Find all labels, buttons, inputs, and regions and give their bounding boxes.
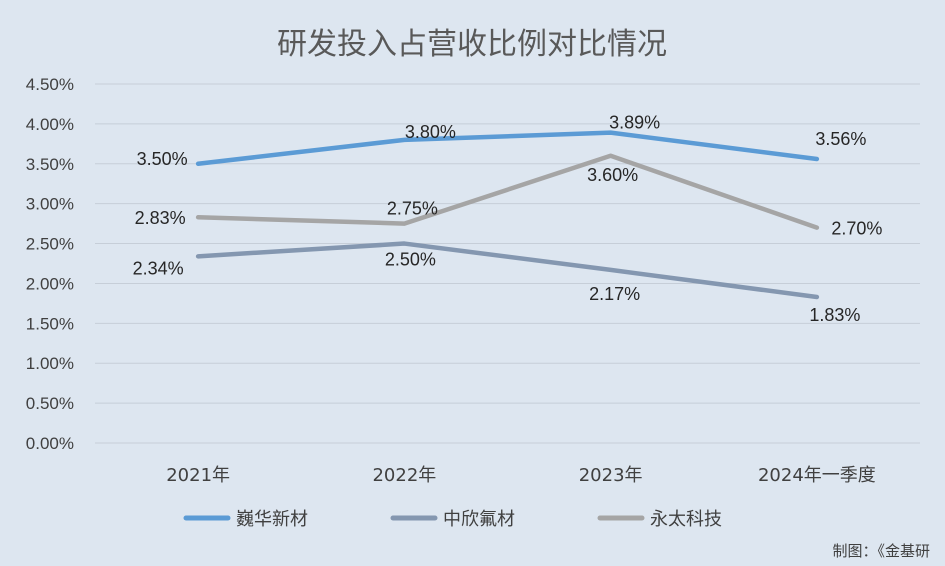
data-label: 2.75%: [387, 199, 438, 219]
series-line-3: [195, 153, 820, 230]
series-line-2: [195, 241, 820, 300]
data-label: 3.50%: [137, 149, 188, 169]
y-tick-label: 4.00%: [26, 115, 74, 134]
credit-text: 制图：《金基研: [832, 542, 930, 560]
y-tick-label: 4.50%: [26, 75, 74, 94]
y-tick-label: 0.00%: [26, 434, 74, 453]
data-label: 1.83%: [809, 305, 860, 325]
data-label: 2.34%: [133, 258, 184, 278]
y-tick-label: 0.50%: [26, 394, 74, 413]
y-tick-label: 1.50%: [26, 314, 74, 333]
legend: 巍华新材 中欣氟材 永太科技: [183, 509, 722, 530]
data-label: 2.50%: [385, 250, 436, 270]
legend-label: 永太科技: [650, 509, 722, 530]
chart-title: 研发投入占营收比例对比情况: [277, 27, 667, 62]
series-layer: [195, 130, 820, 300]
data-label: 3.80%: [405, 122, 456, 142]
y-axis: 0.00% 0.50% 1.00% 1.50% 2.00% 2.50% 3.00% 3.50%…: [26, 75, 74, 453]
x-tick-label: 2023年: [579, 465, 643, 486]
data-label: 2.83%: [135, 208, 186, 228]
data-label: 3.60%: [587, 165, 638, 185]
y-tick-label: 2.00%: [26, 274, 74, 293]
grid-layer: [95, 83, 920, 444]
data-labels: 3.50% 3.80% 3.89% 3.56% 2.34% 2.50% 2.17% 1.83%…: [133, 113, 883, 325]
x-tick-label: 2022年: [372, 465, 436, 486]
data-label: 2.70%: [831, 219, 882, 239]
x-tick-label: 2021年: [166, 465, 230, 486]
y-tick-label: 2.50%: [26, 235, 74, 254]
legend-label: 巍华新材: [236, 509, 308, 530]
data-label: 3.56%: [815, 129, 866, 149]
y-tick-label: 3.00%: [26, 195, 74, 214]
y-tick-label: 3.50%: [26, 155, 74, 174]
data-label: 3.89%: [609, 113, 660, 133]
legend-label: 中欣氟材: [443, 509, 515, 530]
y-tick-label: 1.00%: [26, 354, 74, 373]
x-tick-label: 2024年一季度: [758, 465, 876, 486]
series-line-1: [195, 130, 820, 167]
x-axis: 2021年 2022年 2023年 2024年一季度: [166, 465, 876, 486]
data-label: 2.17%: [589, 284, 640, 304]
